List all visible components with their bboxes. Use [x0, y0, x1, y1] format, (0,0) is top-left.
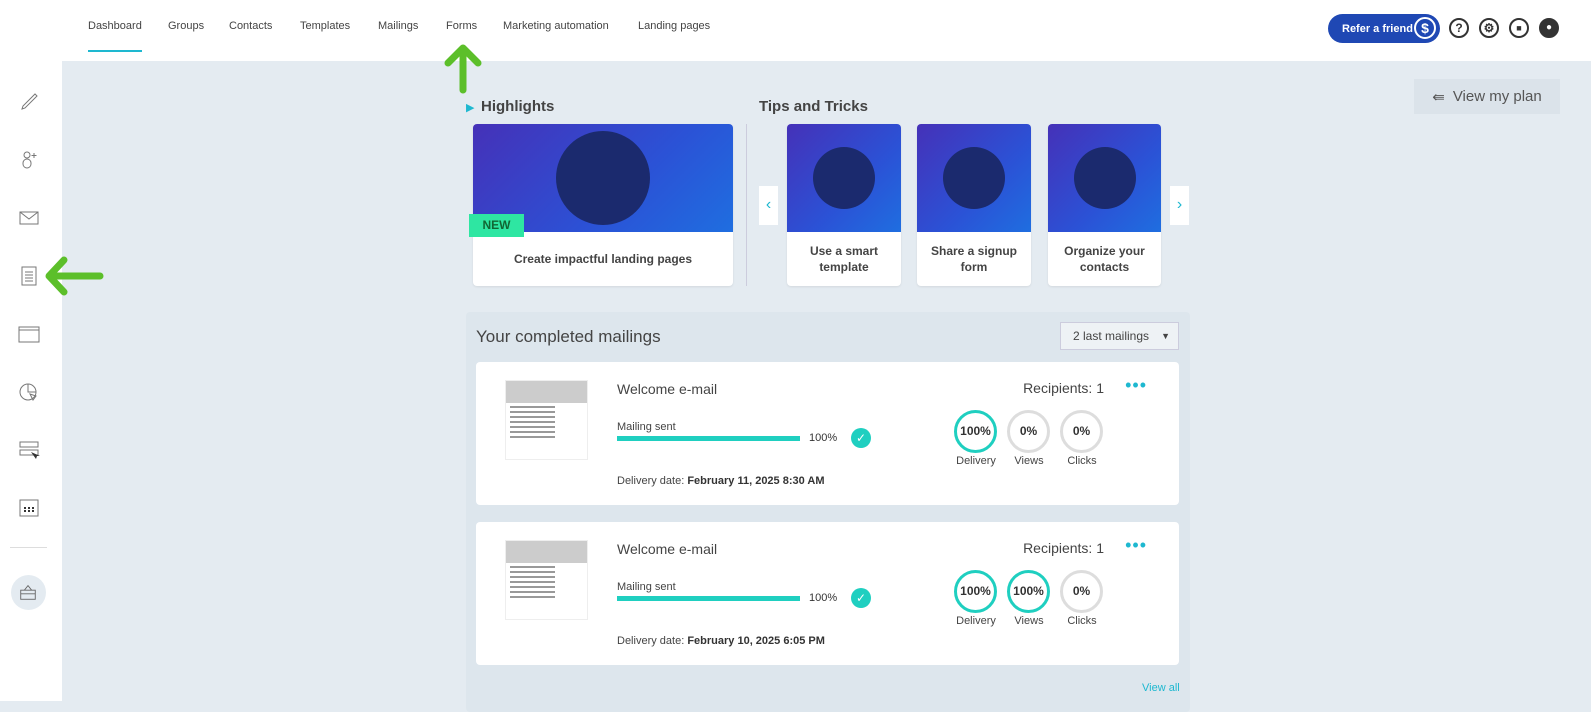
popup-icon[interactable]: [18, 439, 40, 461]
dollar-icon: $: [1414, 17, 1436, 39]
view-plan-label: View my plan: [1452, 88, 1542, 105]
tips-title: Tips and Tricks: [759, 98, 868, 115]
progress-bar: [617, 436, 800, 441]
mailing-name[interactable]: Welcome e-mail: [617, 541, 718, 557]
progress-value: 100%: [809, 592, 838, 604]
store-icon: [20, 584, 36, 600]
add-contact-icon[interactable]: [18, 149, 40, 171]
help-icon[interactable]: ?: [1449, 18, 1469, 38]
carousel-prev-button[interactable]: ‹: [759, 186, 778, 225]
reports-icon[interactable]: [18, 381, 40, 403]
landing-page-icon[interactable]: [18, 323, 40, 345]
mailing-thumbnail: [505, 380, 588, 460]
envelope-icon[interactable]: [18, 207, 40, 229]
mailing-status: Mailing sent: [617, 421, 676, 433]
landing-page-illustration: [556, 131, 650, 225]
tip-card-contacts[interactable]: Organize your contacts: [1048, 124, 1161, 286]
delivery-date: Delivery date: February 11, 2025 8:30 AM: [617, 475, 825, 487]
refer-friend-button[interactable]: Refer a friend $: [1328, 14, 1440, 43]
more-options-icon[interactable]: •••: [1125, 375, 1147, 395]
stat-delivery: 100% Delivery: [954, 570, 998, 627]
chevron-down-icon: ▼: [1161, 331, 1170, 341]
caret-icon: ▶: [466, 102, 475, 114]
more-options-icon[interactable]: •••: [1125, 535, 1147, 555]
mailing-status: Mailing sent: [617, 581, 676, 593]
refer-label: Refer a friend: [1342, 22, 1413, 35]
nav-dashboard[interactable]: Dashboard: [88, 20, 142, 52]
nav-landing-pages[interactable]: Landing pages: [638, 20, 711, 32]
annotation-arrow-up-icon: [444, 44, 482, 94]
stat-clicks: 0% Clicks: [1060, 570, 1104, 627]
check-icon: ✓: [851, 588, 871, 608]
tip-card-signup-form[interactable]: Share a signup form: [917, 124, 1031, 286]
nav-contacts[interactable]: Contacts: [229, 20, 273, 32]
store-button[interactable]: [11, 575, 46, 610]
folder-icon[interactable]: ■: [1509, 18, 1529, 38]
divider: [746, 124, 747, 286]
nav-forms[interactable]: Forms: [446, 20, 478, 32]
nav-templates[interactable]: Templates: [300, 20, 351, 32]
nav-marketing-automation[interactable]: Marketing automation: [503, 20, 609, 32]
recipients: Recipients: 1: [1023, 540, 1104, 556]
highlights-title: Highlights: [481, 98, 555, 115]
user-icon[interactable]: ●: [1539, 18, 1559, 38]
annotation-arrow-left-icon: [45, 256, 104, 296]
highlight-caption: Create impactful landing pages: [513, 252, 693, 266]
mailing-card[interactable]: Welcome e-mail Mailing sent 100% ✓ Deliv…: [476, 522, 1179, 665]
tip-caption: Share a signup form: [930, 244, 1018, 274]
filter-value: 2 last mailings: [1073, 329, 1150, 343]
stat-delivery: 100% Delivery: [954, 410, 998, 467]
recipients: Recipients: 1: [1023, 380, 1104, 396]
mailing-name[interactable]: Welcome e-mail: [617, 381, 718, 397]
sidebar-divider: [10, 547, 47, 548]
mailing-card[interactable]: Welcome e-mail Mailing sent 100% ✓ Deliv…: [476, 362, 1179, 505]
calendar-icon[interactable]: [18, 497, 40, 519]
progress-value: 100%: [809, 432, 838, 444]
stat-clicks: 0% Clicks: [1060, 410, 1104, 467]
mailings-title: Your completed mailings: [476, 327, 661, 346]
contacts-illustration: [1073, 147, 1136, 209]
view-my-plan-button[interactable]: ⇚ View my plan: [1414, 79, 1560, 114]
mailing-thumbnail: [505, 540, 588, 620]
top-nav: Dashboard Groups Contacts Templates Mail…: [0, 0, 1591, 61]
tip-card-template[interactable]: Use a smart template: [787, 124, 901, 286]
sidebar: [0, 61, 62, 701]
stat-views: 0% Views: [1007, 410, 1051, 467]
view-all-link[interactable]: View all: [1142, 682, 1180, 694]
check-icon: ✓: [851, 428, 871, 448]
tip-caption: Organize your contacts: [1064, 244, 1145, 274]
progress-bar: [617, 596, 800, 601]
form-illustration: [943, 147, 1005, 209]
new-badge: NEW: [469, 214, 524, 237]
menu-arrow-icon: ⇚: [1432, 88, 1445, 106]
settings-icon[interactable]: ⚙: [1479, 18, 1499, 38]
nav-mailings[interactable]: Mailings: [378, 20, 419, 32]
brush-icon[interactable]: [18, 91, 40, 113]
stat-views: 100% Views: [1007, 570, 1051, 627]
carousel-next-button[interactable]: ›: [1170, 186, 1189, 225]
template-illustration: [813, 147, 875, 209]
delivery-date: Delivery date: February 10, 2025 6:05 PM: [617, 635, 825, 647]
mailings-filter-select[interactable]: 2 last mailings ▼: [1060, 322, 1179, 350]
tip-caption: Use a smart template: [809, 244, 879, 274]
nav-groups[interactable]: Groups: [168, 20, 205, 32]
highlight-card[interactable]: Create impactful landing pages: [473, 124, 733, 286]
form-icon[interactable]: [18, 265, 40, 287]
